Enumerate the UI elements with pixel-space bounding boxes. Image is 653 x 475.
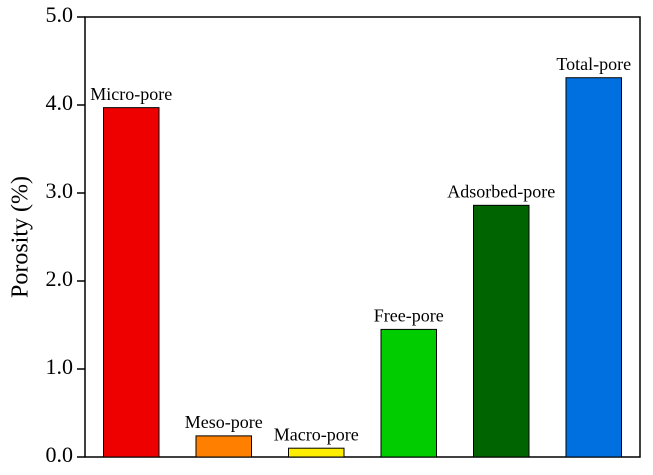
y-tick-label: 4.0 [46, 90, 74, 115]
y-axis-label: Porosity (%) [8, 176, 34, 298]
bar-label: Meso-pore [185, 412, 263, 432]
bar [473, 204, 530, 458]
y-tick-label: 2.0 [46, 266, 74, 291]
bar [103, 107, 160, 458]
y-tick-label: 3.0 [46, 178, 74, 203]
bar-label: Macro-pore [274, 424, 359, 444]
bar-label: Total-pore [556, 54, 631, 74]
bar [195, 435, 252, 458]
bar [380, 328, 437, 458]
bar [565, 77, 622, 458]
bar [288, 447, 345, 458]
plot-frame [84, 16, 641, 458]
y-tick-label: 1.0 [46, 354, 74, 379]
bar-label: Micro-pore [90, 84, 172, 104]
y-tick-label: 5.0 [46, 2, 74, 27]
y-tick-label: 0.0 [46, 442, 74, 467]
bar-label: Adsorbed-pore [447, 181, 555, 201]
bar-label: Free-pore [374, 306, 444, 326]
